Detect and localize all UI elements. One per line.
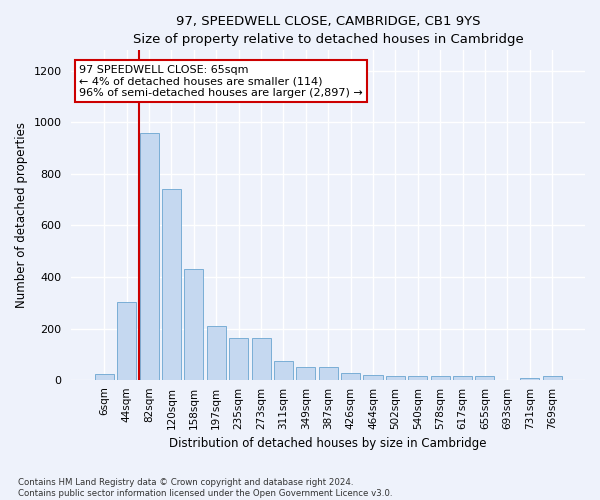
Bar [431, 376, 449, 380]
Bar [229, 338, 248, 380]
Bar [386, 376, 405, 380]
Y-axis label: Number of detached properties: Number of detached properties [15, 122, 28, 308]
Bar [364, 375, 383, 380]
Bar [117, 302, 136, 380]
X-axis label: Distribution of detached houses by size in Cambridge: Distribution of detached houses by size … [169, 437, 487, 450]
Title: 97, SPEEDWELL CLOSE, CAMBRIDGE, CB1 9YS
Size of property relative to detached ho: 97, SPEEDWELL CLOSE, CAMBRIDGE, CB1 9YS … [133, 15, 524, 46]
Bar [162, 190, 181, 380]
Bar [296, 368, 316, 380]
Bar [341, 372, 360, 380]
Text: 97 SPEEDWELL CLOSE: 65sqm
← 4% of detached houses are smaller (114)
96% of semi-: 97 SPEEDWELL CLOSE: 65sqm ← 4% of detach… [79, 65, 363, 98]
Bar [140, 132, 158, 380]
Bar [453, 376, 472, 380]
Bar [408, 376, 427, 380]
Bar [319, 368, 338, 380]
Bar [542, 376, 562, 380]
Text: Contains HM Land Registry data © Crown copyright and database right 2024.
Contai: Contains HM Land Registry data © Crown c… [18, 478, 392, 498]
Bar [95, 374, 114, 380]
Bar [251, 338, 271, 380]
Bar [274, 361, 293, 380]
Bar [520, 378, 539, 380]
Bar [475, 376, 494, 380]
Bar [184, 270, 203, 380]
Bar [207, 326, 226, 380]
